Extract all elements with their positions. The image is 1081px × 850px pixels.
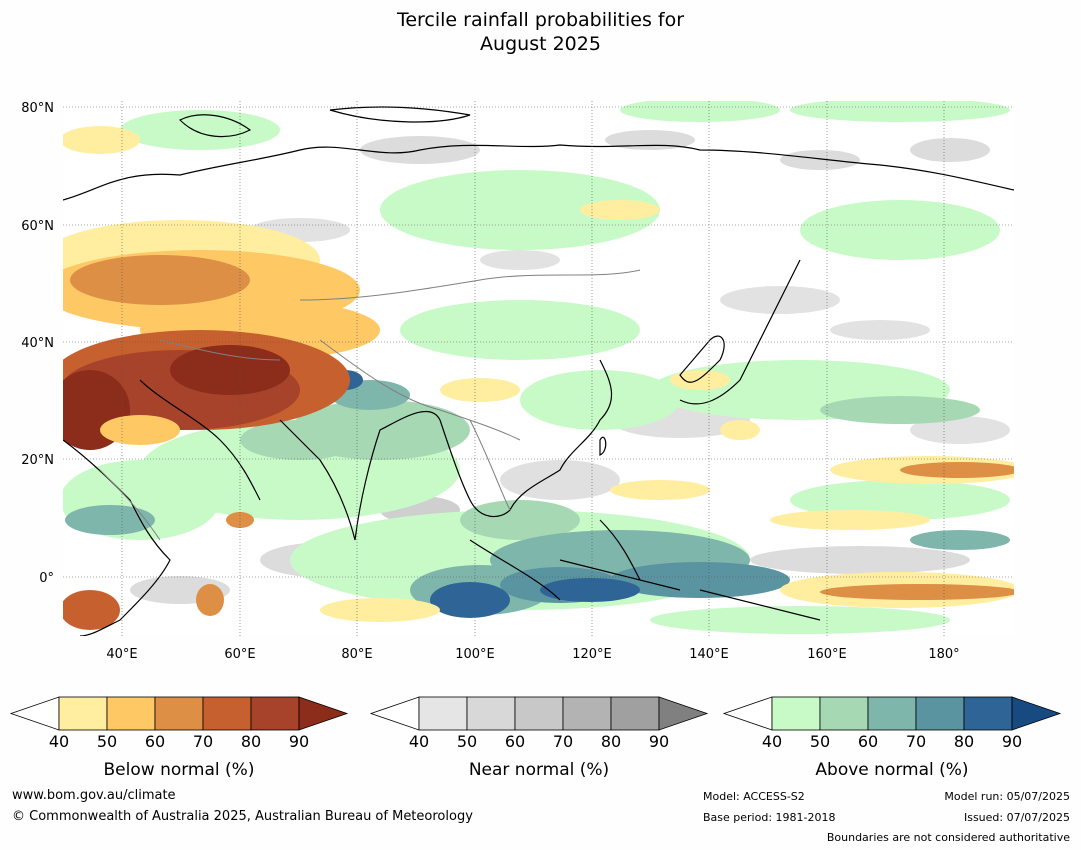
map-title: Tercile rainfall probabilities for Augus… [0, 8, 1081, 56]
below-normal-upper-extend [298, 696, 349, 731]
below-normal-swatch [58, 696, 108, 731]
model-run-text: Model run: 05/07/2025 [944, 790, 1070, 803]
lon-label-40e: 40°E [106, 647, 137, 662]
gridlines [63, 101, 1014, 636]
near-normal-lower-extend [369, 696, 420, 731]
lon-label-180: 180° [928, 647, 959, 662]
above-normal-tick-label: 40 [762, 732, 782, 751]
above-normal-tick-label: 80 [954, 732, 974, 751]
above-normal-upper-extend [1011, 696, 1062, 731]
near-normal-tick-label: 90 [649, 732, 669, 751]
lon-label-140e: 140°E [689, 647, 729, 662]
above-normal-swatch [915, 696, 965, 731]
longitude-axis: 40°E 60°E 80°E 100°E 120°E 140°E 160°E 1… [106, 647, 959, 662]
below-normal-tick-label: 40 [49, 732, 69, 751]
above-normal-tick-label: 70 [906, 732, 926, 751]
below-normal-tick-label: 60 [145, 732, 165, 751]
title-line-2: August 2025 [480, 33, 601, 55]
above-normal-swatch [771, 696, 821, 731]
issued-text: Issued: 07/07/2025 [963, 811, 1070, 824]
near-normal-swatch [466, 696, 516, 731]
lat-label-60n: 60°N [21, 219, 54, 234]
below-normal-tick-label: 70 [193, 732, 213, 751]
near-normal-swatch [610, 696, 660, 731]
lon-label-60e: 60°E [224, 647, 255, 662]
title-line-1: Tercile rainfall probabilities for [396, 9, 685, 31]
colorbar-legends: 40 50 60 70 80 90 Below normal (%) 40 50 60 70 80 90… [9, 696, 1062, 780]
above-normal-colorbar-title: Above normal (%) [815, 760, 968, 780]
lon-label-100e: 100°E [455, 647, 495, 662]
boundaries-text: Boundaries are not considered authoritat… [826, 831, 1070, 844]
model-text: Model: ACCESS-S2 [703, 790, 805, 803]
near-normal-tick-label: 50 [457, 732, 477, 751]
above-normal-swatch [819, 696, 869, 731]
near-normal-tick-label: 80 [601, 732, 621, 751]
lon-label-80e: 80°E [341, 647, 372, 662]
base-period-text: Base period: 1981-2018 [703, 811, 836, 824]
below-normal-swatch [154, 696, 204, 731]
lat-label-0: 0° [39, 571, 54, 586]
above-normal-colorbar: 40 50 60 70 80 90 Above normal (%) [722, 696, 1062, 780]
near-normal-colorbar: 40 50 60 70 80 90 Near normal (%) [369, 696, 709, 780]
website-text: www.bom.gov.au/climate [12, 788, 176, 803]
below-normal-swatch [250, 696, 300, 731]
lat-label-20n: 20°N [21, 453, 54, 468]
below-normal-tick-label: 90 [289, 732, 309, 751]
near-normal-swatch [514, 696, 564, 731]
country-borders [99, 269, 641, 541]
above-normal-lower-extend [722, 696, 773, 731]
above-normal-swatch [867, 696, 917, 731]
near-normal-tick-label: 70 [553, 732, 573, 751]
near-normal-colorbar-title: Near normal (%) [469, 760, 609, 780]
below-normal-colorbar-title: Below normal (%) [104, 760, 255, 780]
below-normal-tick-label: 50 [97, 732, 117, 751]
below-normal-tick-label: 80 [241, 732, 261, 751]
above-normal-tick-label: 60 [858, 732, 878, 751]
above-normal-tick-label: 90 [1002, 732, 1022, 751]
lon-label-160e: 160°E [807, 647, 847, 662]
lat-label-40n: 40°N [21, 336, 54, 351]
above-normal-tick-label: 50 [810, 732, 830, 751]
lon-label-120e: 120°E [572, 647, 612, 662]
above-normal-swatch [963, 696, 1013, 731]
above-normal-shading [63, 101, 1010, 634]
near-normal-shading [130, 130, 1010, 604]
below-normal-shading [63, 126, 1014, 630]
near-normal-upper-extend [658, 696, 709, 731]
map-panel [63, 101, 1014, 636]
below-normal-lower-extend [9, 696, 60, 731]
below-normal-swatch [106, 696, 156, 731]
near-normal-tick-label: 40 [409, 732, 429, 751]
below-normal-colorbar: 40 50 60 70 80 90 Below normal (%) [9, 696, 349, 780]
near-normal-swatch [562, 696, 612, 731]
near-normal-tick-label: 60 [505, 732, 525, 751]
below-normal-swatch [202, 696, 252, 731]
near-normal-swatch [418, 696, 468, 731]
lat-label-80n: 80°N [21, 101, 54, 116]
latitude-axis: 80°N 60°N 40°N 20°N 0° [21, 101, 54, 586]
copyright-text: © Commonwealth of Australia 2025, Austra… [12, 809, 473, 824]
